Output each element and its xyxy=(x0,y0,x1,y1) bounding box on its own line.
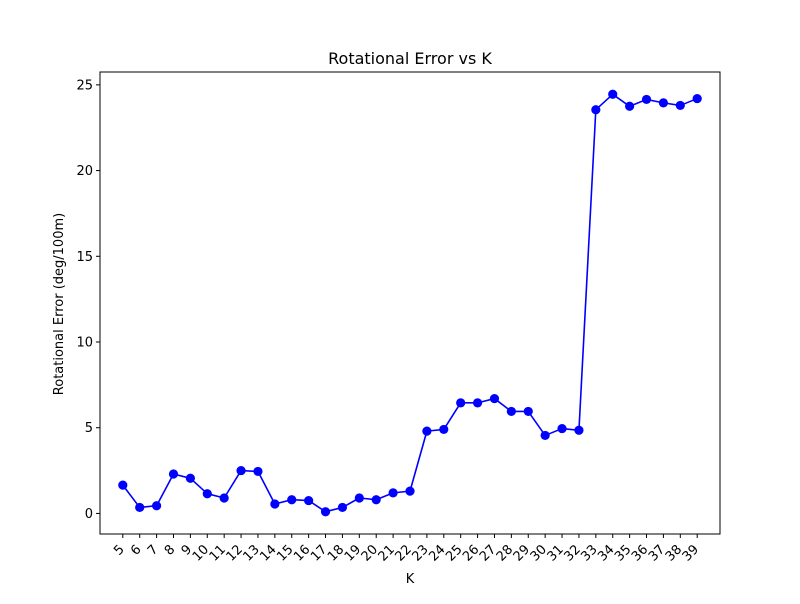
x-tick-label: 8 xyxy=(162,542,178,558)
data-point xyxy=(388,488,398,498)
data-point xyxy=(320,507,331,517)
data-point xyxy=(405,486,415,496)
x-tick-label: 39 xyxy=(680,542,702,564)
data-point xyxy=(456,398,466,408)
y-tick-label: 10 xyxy=(76,336,93,351)
data-point xyxy=(253,466,263,477)
data-point xyxy=(118,480,128,490)
data-point xyxy=(287,495,297,505)
data-point xyxy=(185,473,195,483)
chart-title: Rotational Error vs K xyxy=(328,49,492,68)
y-tick-label: 5 xyxy=(85,421,93,436)
data-point xyxy=(625,101,635,111)
data-point xyxy=(270,499,280,509)
data-point xyxy=(354,493,364,503)
data-point xyxy=(557,423,567,434)
data-point xyxy=(168,469,179,479)
data-point xyxy=(574,425,584,435)
data-point xyxy=(371,495,381,505)
x-tick-label: 7 xyxy=(145,542,161,558)
data-point xyxy=(658,98,669,108)
data-point xyxy=(439,424,449,435)
y-tick-label: 0 xyxy=(85,507,93,522)
data-point xyxy=(523,406,533,417)
y-tick-label: 20 xyxy=(76,164,93,179)
data-point xyxy=(506,406,516,417)
data-point xyxy=(304,495,314,506)
data-point xyxy=(675,100,685,111)
y-axis-label: Rotational Error (deg/100m) xyxy=(52,213,67,395)
data-point xyxy=(422,426,432,436)
data-point xyxy=(540,430,550,441)
data-point xyxy=(337,502,348,513)
data-point xyxy=(489,393,500,404)
x-tick-label: 5 xyxy=(111,542,127,558)
series-line xyxy=(122,93,698,513)
data-point xyxy=(135,502,145,513)
y-tick-label: 15 xyxy=(76,250,93,265)
data-point xyxy=(692,93,702,104)
x-tick-label: 6 xyxy=(128,542,144,558)
plot-frame xyxy=(99,71,721,535)
data-point xyxy=(591,105,601,115)
data-point xyxy=(219,493,229,503)
data-point xyxy=(202,489,212,499)
data-point xyxy=(236,465,246,476)
y-tick-label: 25 xyxy=(76,78,93,93)
x-axis-label: K xyxy=(406,572,415,587)
data-point xyxy=(151,501,162,511)
data-point xyxy=(608,89,618,99)
data-point xyxy=(472,398,483,408)
data-point xyxy=(641,94,652,105)
